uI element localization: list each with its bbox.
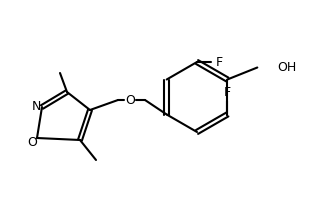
- Text: F: F: [215, 55, 222, 68]
- Text: N: N: [31, 99, 41, 112]
- Text: O: O: [125, 94, 135, 106]
- Text: F: F: [224, 86, 231, 99]
- Text: OH: OH: [277, 61, 296, 74]
- Text: O: O: [27, 136, 37, 148]
